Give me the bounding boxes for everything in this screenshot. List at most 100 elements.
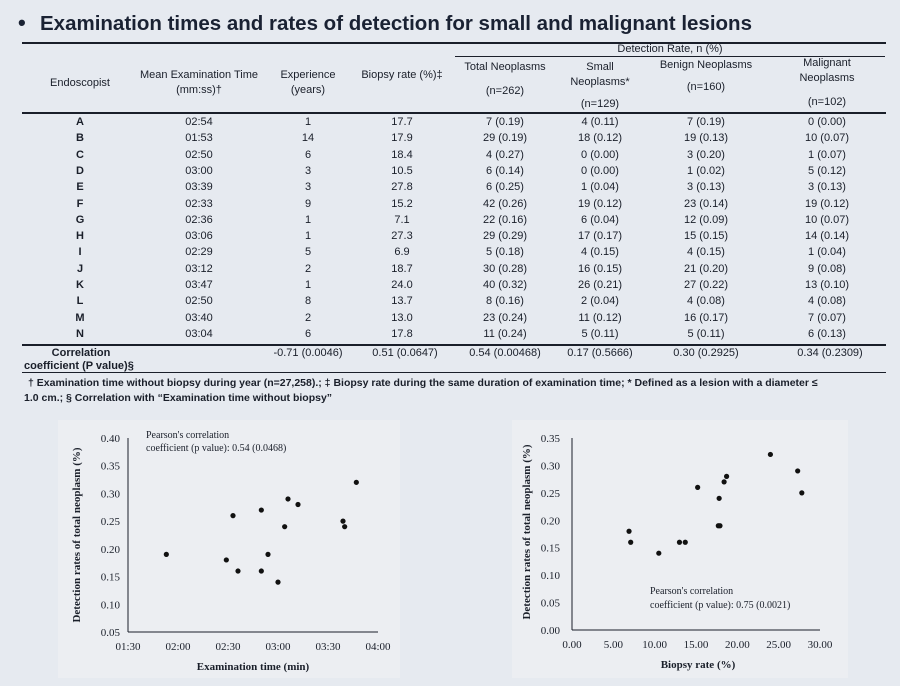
table-cell-malignant: 19 (0.12) xyxy=(804,197,850,210)
table-cell-total: 29 (0.19) xyxy=(482,132,528,145)
chart-biopsy-rate: 0.00 0.05 0.10 0.15 0.20 0.25 0.30 0.35 0.00 5.00… xyxy=(512,420,848,678)
table-cell-biopsy-rate: 27.3 xyxy=(391,230,413,243)
table-cell-mean-time: 03:04 xyxy=(185,327,213,340)
header-total-n: (n=262) xyxy=(485,85,525,97)
table-cell-malignant: 1 (0.07) xyxy=(808,148,846,161)
data-point xyxy=(656,550,662,556)
table-cell-endoscopist: E xyxy=(76,181,84,194)
footnote-rule xyxy=(22,372,886,373)
table-bottom-rule xyxy=(22,344,886,346)
data-point xyxy=(235,568,241,574)
table-cell-small: 16 (0.15) xyxy=(577,262,623,275)
data-point xyxy=(163,551,169,557)
x-tick-label: 20.00 xyxy=(725,639,750,651)
data-point xyxy=(695,484,701,490)
x-tick-label: 10.00 xyxy=(642,639,667,651)
table-cell-biopsy-rate: 18.7 xyxy=(391,262,413,275)
table-cell-malignant: 5 (0.12) xyxy=(808,164,846,177)
x-tick-label: 03:30 xyxy=(315,641,341,653)
table-cell-small: 4 (0.15) xyxy=(581,246,619,259)
table-cell-total: 6 (0.25) xyxy=(486,181,524,194)
table-cell-endoscopist: C xyxy=(76,148,84,161)
footnote-line-1: † Examination time without biopsy during… xyxy=(28,377,818,389)
title-text: Examination times and rates of detection… xyxy=(40,12,752,35)
table-cell-malignant: 10 (0.07) xyxy=(804,213,850,226)
table-cell-total: 29 (0.29) xyxy=(482,230,528,243)
header-endoscopist: Endoscopist xyxy=(50,77,110,89)
table-cell-biopsy-rate: 24.0 xyxy=(391,279,413,291)
table-cell-small: 1 (0.04) xyxy=(581,181,619,194)
table-cell-benign: 5 (0.11) xyxy=(687,327,725,340)
header-experience: Experience (years) xyxy=(280,69,336,96)
correlation-benign: 0.30 (0.2925) xyxy=(673,347,739,359)
header-biopsy: Biopsy rate (%)‡ xyxy=(361,69,443,81)
table-cell-experience: 6 xyxy=(304,148,312,161)
y-tick-label: 0.05 xyxy=(541,598,561,610)
header-bottom-rule xyxy=(22,112,886,114)
table-cell-benign: 3 (0.13) xyxy=(687,181,725,194)
correlation-malignant: 0.34 (0.2309) xyxy=(797,347,863,359)
data-point xyxy=(795,468,801,474)
table-cell-biopsy-rate: 7.1 xyxy=(394,213,410,226)
table-cell-total: 40 (0.32) xyxy=(482,279,528,291)
y-tick-label: 0.35 xyxy=(101,461,121,473)
table-cell-mean-time: 03:40 xyxy=(185,311,213,324)
table-cell-small: 0 (0.00) xyxy=(581,164,619,177)
y-tick-label: 0.20 xyxy=(541,515,561,527)
y-tick-label: 0.20 xyxy=(101,544,121,556)
table-cell-experience: 1 xyxy=(304,230,312,243)
data-point xyxy=(340,518,346,524)
header-benign: Benign Neoplasms xyxy=(659,59,753,71)
data-point xyxy=(342,524,348,530)
table-cell-benign: 16 (0.17) xyxy=(683,311,729,324)
table-cell-malignant: 9 (0.08) xyxy=(808,262,846,275)
y-tick-label: 0.25 xyxy=(101,516,121,528)
table-cell-mean-time: 02:50 xyxy=(185,295,213,308)
group-header-rule xyxy=(455,56,885,57)
table-cell-experience: 14 xyxy=(301,132,315,145)
x-tick-label: 02:00 xyxy=(165,641,191,653)
table-cell-benign: 19 (0.13) xyxy=(683,132,729,145)
y-tick-label: 0.05 xyxy=(101,627,121,639)
table-cell-benign: 4 (0.15) xyxy=(687,246,725,259)
table-cell-endoscopist: H xyxy=(76,230,84,243)
table-cell-endoscopist: F xyxy=(76,197,84,210)
table-cell-biopsy-rate: 17.9 xyxy=(391,132,413,145)
annotation-line-1: Pearson's correlation xyxy=(146,430,229,441)
table-cell-mean-time: 03:12 xyxy=(185,262,213,275)
table-cell-total: 23 (0.24) xyxy=(482,311,528,324)
table-cell-experience: 1 xyxy=(304,116,312,128)
x-tick-label: 04:00 xyxy=(365,641,391,653)
data-point xyxy=(799,490,805,496)
data-point xyxy=(223,557,229,563)
data-point xyxy=(295,501,301,508)
table-cell-small: 0 (0.00) xyxy=(581,148,619,161)
table-cell-benign: 27 (0.22) xyxy=(683,279,729,291)
table-cell-experience: 5 xyxy=(304,246,312,259)
table-cell-benign: 21 (0.20) xyxy=(683,262,729,275)
x-tick-label: 25.00 xyxy=(766,639,791,651)
correlation-biopsy: 0.51 (0.0647) xyxy=(372,347,438,359)
table-cell-experience: 2 xyxy=(304,311,312,324)
table-cell-total: 7 (0.19) xyxy=(486,116,524,128)
y-tick-label: 0.35 xyxy=(541,433,561,445)
annotation-line-2: coefficient (p value): 0.75 (0.0021) xyxy=(650,600,790,611)
table-cell-experience: 9 xyxy=(304,197,312,210)
header-small-n: (n=129) xyxy=(580,98,620,110)
y-tick-label: 0.15 xyxy=(101,572,121,584)
table-cell-endoscopist: B xyxy=(76,132,84,145)
data-point xyxy=(353,479,359,485)
table-cell-mean-time: 01:53 xyxy=(185,132,213,145)
table-top-rule xyxy=(22,42,886,44)
scatter-exam-time-svg: 0.05 0.10 0.15 0.20 0.25 0.30 0.35 0.40 01:30 02:… xyxy=(71,430,391,673)
table-cell-small: 18 (0.12) xyxy=(577,132,623,145)
table-cell-malignant: 14 (0.14) xyxy=(804,230,850,243)
table-cell-malignant: 4 (0.08) xyxy=(808,295,846,308)
table-cell-experience: 6 xyxy=(304,327,312,340)
x-axis-label: Biopsy rate (%) xyxy=(661,659,736,671)
table-cell-endoscopist: L xyxy=(76,295,84,308)
table-cell-total: 5 (0.18) xyxy=(486,246,524,259)
scatter-biopsy-rate-svg: 0.00 0.05 0.10 0.15 0.20 0.25 0.30 0.35 0.00 5.00… xyxy=(521,433,833,671)
x-tick-label: 30.00 xyxy=(808,639,833,651)
page-title: • Examination times and rates of detectio… xyxy=(18,10,752,36)
